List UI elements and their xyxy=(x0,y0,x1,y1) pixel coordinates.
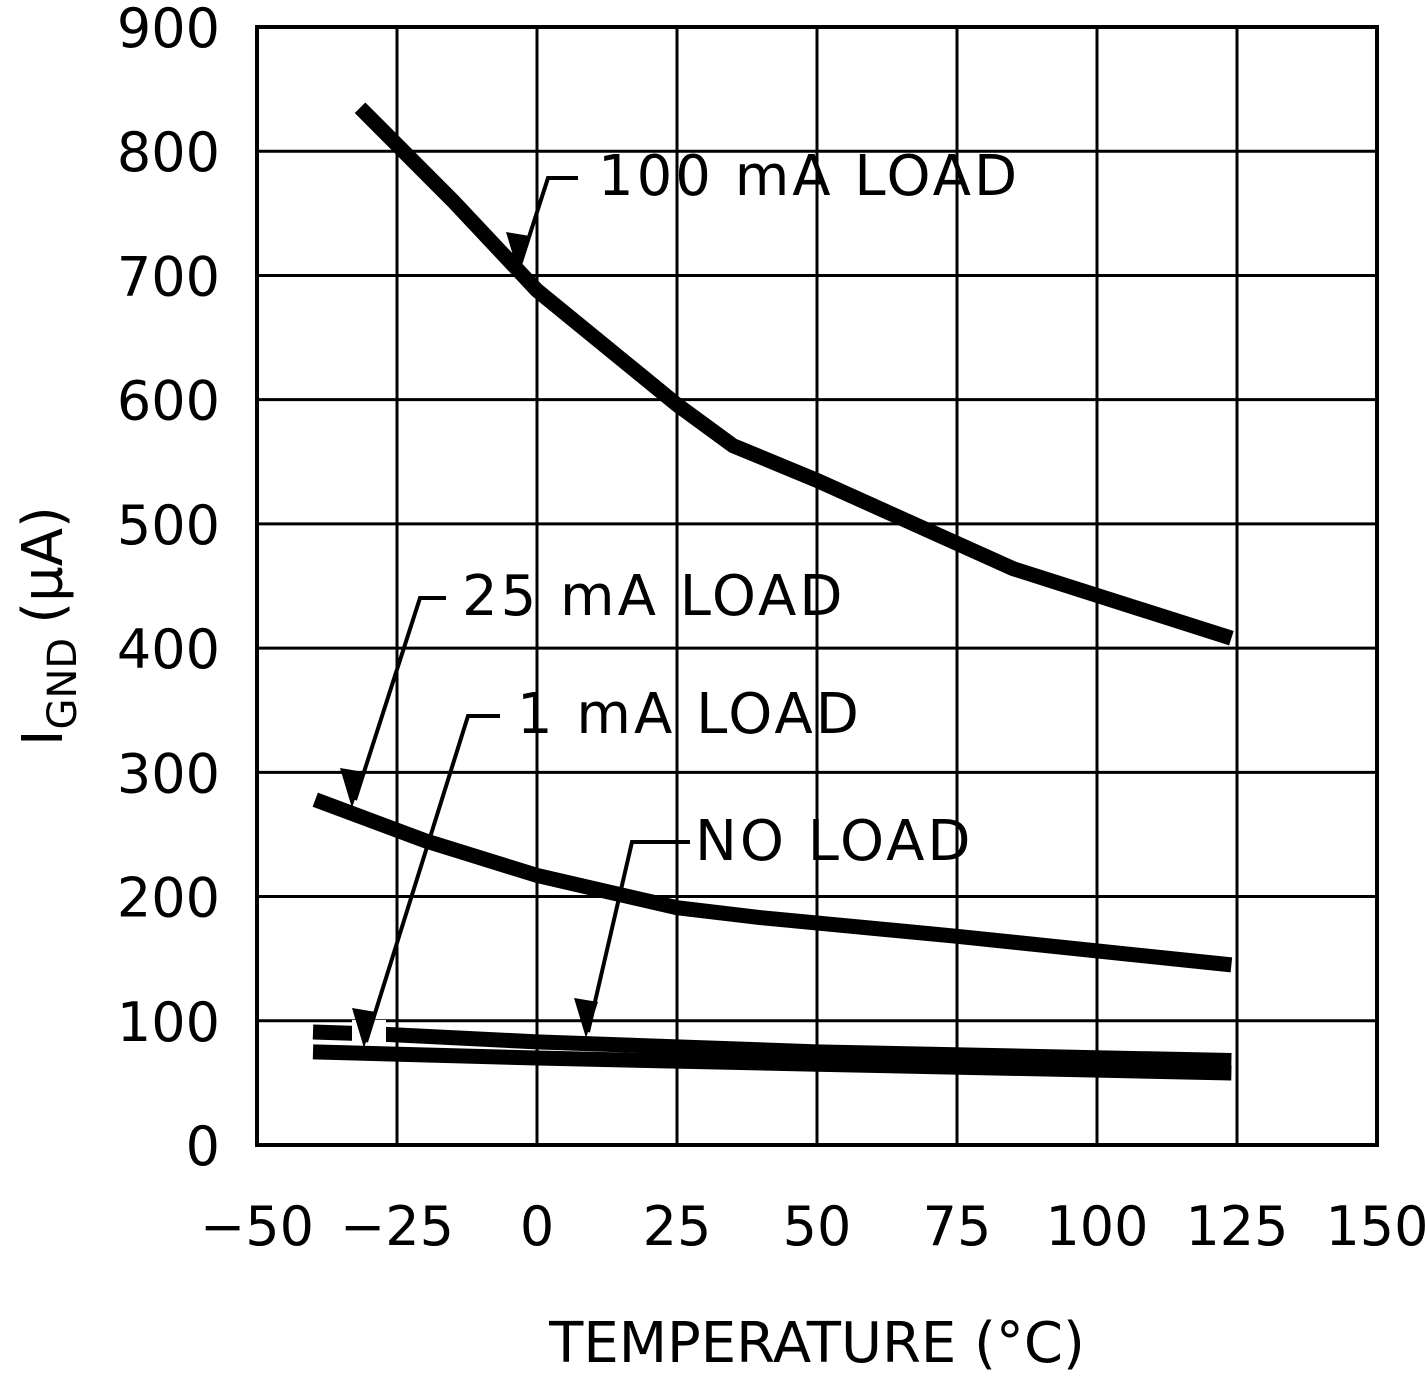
x-tick-label: 125 xyxy=(1185,1195,1288,1258)
y-tick-label: 800 xyxy=(117,121,220,184)
leader-arrow xyxy=(364,714,500,1043)
series-line xyxy=(312,792,1233,973)
arrowhead-icon xyxy=(352,1008,376,1048)
x-tick-label: 75 xyxy=(923,1195,992,1258)
y-tick-label: 500 xyxy=(117,494,220,557)
y-tick-label: 400 xyxy=(117,618,220,681)
y-tick-label: 100 xyxy=(117,991,220,1054)
y-tick-label: 0 xyxy=(186,1115,220,1178)
x-tick-label: 0 xyxy=(520,1195,554,1258)
series-label: NO LOAD xyxy=(695,809,974,874)
plot-frame xyxy=(255,25,1379,1147)
svg-text:IGND(µA): IGND (µA) xyxy=(11,506,86,746)
y-tick-label: 200 xyxy=(117,867,220,930)
series-label: 1 mA LOAD xyxy=(517,682,862,747)
series-line xyxy=(354,102,1234,646)
y-tick-label: 300 xyxy=(117,742,220,805)
x-tick-label: 150 xyxy=(1325,1195,1425,1258)
series-line xyxy=(312,1044,1232,1081)
series-labels: 100 mA LOAD 25 mA LOAD 1 mA LOAD NO LOAD xyxy=(340,144,1020,1048)
series-label: 100 mA LOAD xyxy=(598,144,1020,209)
arrowhead-icon xyxy=(574,998,598,1038)
leader-arrow xyxy=(586,840,690,1033)
x-axis-label: TEMPERATURE (°C) xyxy=(548,1311,1085,1376)
x-tick-label: −50 xyxy=(200,1195,314,1258)
x-tick-label: 25 xyxy=(643,1195,712,1258)
y-tick-label: 900 xyxy=(117,0,220,60)
leader-arrow xyxy=(518,176,578,266)
y-tick-label: 700 xyxy=(117,245,220,308)
series-label: 25 mA LOAD xyxy=(462,564,845,629)
tick-labels: −50 −25 0 25 50 75 100 125 150 0 100 200 300 400 500 60… xyxy=(117,0,1425,1258)
arrowhead-icon xyxy=(506,232,530,272)
leader-arrow xyxy=(353,596,446,801)
y-axis-label: IGND (µA) xyxy=(11,506,86,746)
y-axis-label-sub: GND xyxy=(40,638,86,730)
y-axis-label-main: I xyxy=(11,729,76,746)
y-tick-label: 600 xyxy=(117,370,220,433)
x-tick-label: 50 xyxy=(783,1195,852,1258)
grid xyxy=(255,25,1379,1147)
arrowhead-icon xyxy=(340,768,364,808)
x-tick-label: 100 xyxy=(1045,1195,1148,1258)
y-axis-label-unit: (µA) xyxy=(11,506,76,624)
x-tick-label: −25 xyxy=(340,1195,454,1258)
series-lines xyxy=(312,102,1234,1081)
